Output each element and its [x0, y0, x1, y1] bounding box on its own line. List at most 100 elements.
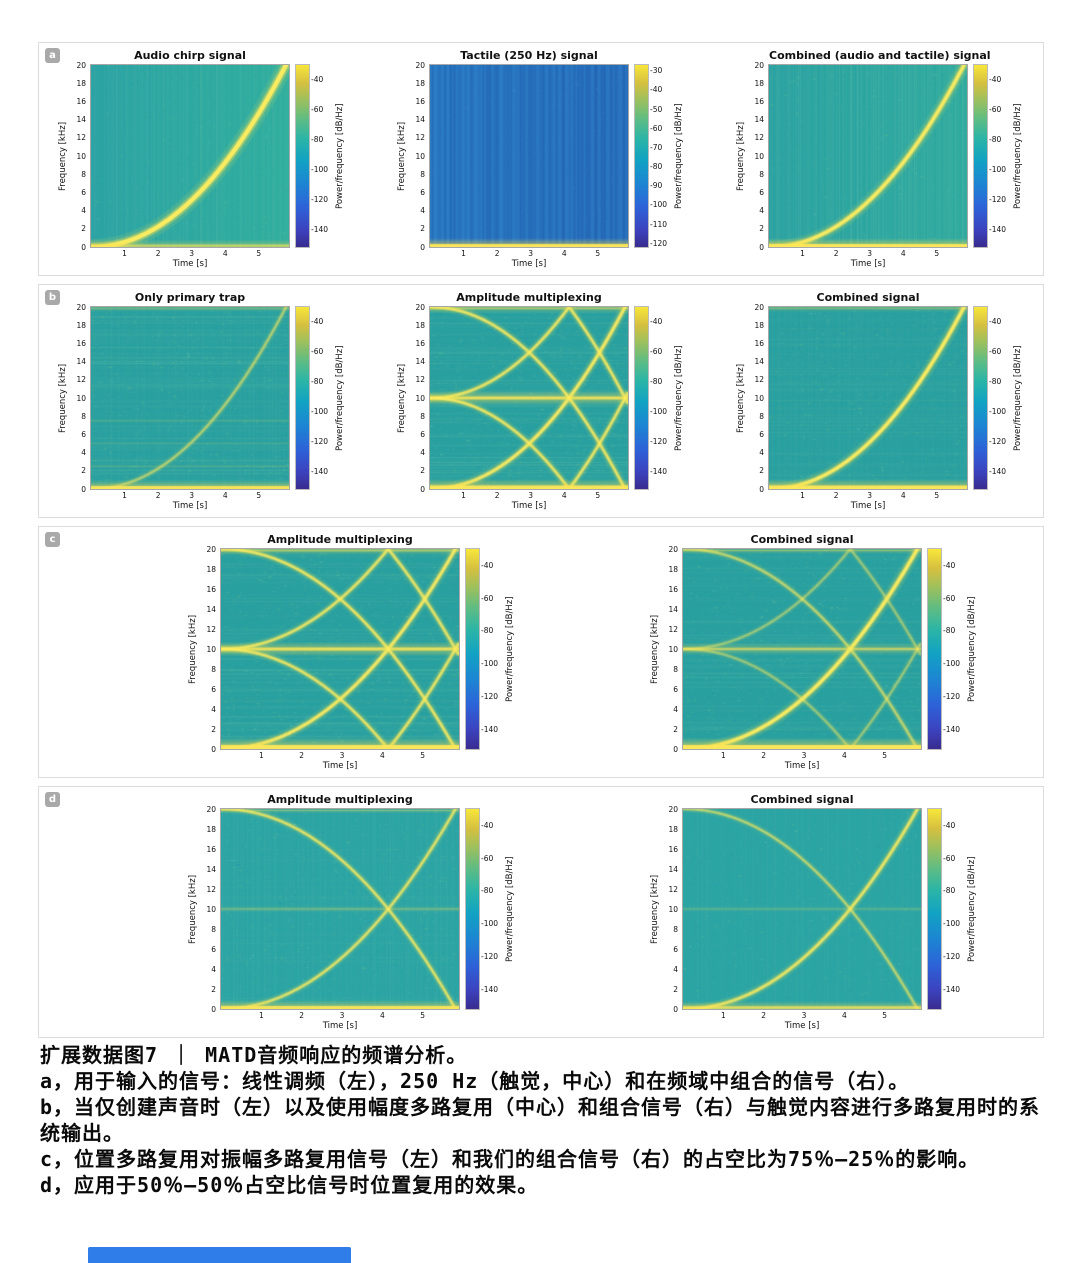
- x-tick-label: 3: [801, 751, 807, 760]
- y-tick-label: 8: [759, 411, 764, 421]
- panel-title: Tactile (250 Hz) signal: [460, 49, 598, 62]
- colorbar-label: Power/frequency [dB/Hz]: [674, 345, 684, 451]
- y-tick-label: 10: [206, 904, 216, 914]
- y-tick-label: 10: [415, 151, 425, 161]
- y-tick-label: 6: [81, 187, 86, 197]
- y-tick-label: 16: [668, 844, 678, 854]
- colorbar-tick-label: -40: [989, 317, 1002, 327]
- y-tick-label: 12: [76, 133, 86, 143]
- colorbar-tick-label: -70: [650, 142, 663, 152]
- colorbar-tick-label: -60: [989, 347, 1002, 357]
- colorbar-tick-label: -100: [989, 164, 1007, 174]
- colorbar-tick-label: -40: [481, 560, 494, 570]
- caption-item-b: b，当仅创建声音时（左）以及使用幅度多路复用（中心）和组合信号（右）与触觉内容进…: [40, 1095, 1041, 1145]
- row-panel-group: Only primary trap Frequency [kHz] 0 2 4 6 8 10 1…: [39, 291, 1043, 513]
- y-tick-label: 2: [211, 984, 216, 994]
- x-axis-label: Time [s]: [172, 259, 208, 269]
- y-tick-label: 14: [415, 115, 425, 125]
- colorbar-label: Power/frequency [dB/Hz]: [505, 856, 515, 962]
- y-tick-label: 8: [211, 924, 216, 934]
- colorbar-tick-label: -140: [943, 984, 961, 994]
- panel-title: Amplitude multiplexing: [267, 793, 413, 806]
- colorbar-tick-label: -140: [481, 984, 499, 994]
- colorbar-canvas: [927, 548, 942, 750]
- y-tick-label: 16: [415, 338, 425, 348]
- y-tick-label: 14: [754, 357, 764, 367]
- colorbar-tick-label: -60: [481, 853, 494, 863]
- colorbar-tick-label: -120: [989, 436, 1007, 446]
- x-axis-label: Time [s]: [511, 259, 547, 269]
- y-tick-label: 14: [668, 864, 678, 874]
- colorbar-tick-label: -120: [650, 238, 668, 248]
- x-tick-label: 3: [189, 249, 195, 258]
- y-tick-label: 18: [206, 824, 216, 834]
- colorbar-canvas: [927, 808, 942, 1010]
- x-tick-label: 2: [494, 249, 500, 258]
- spectrogram-panel: Combined signal Frequency [kHz] 0 2 4 6 8 10 12 1…: [735, 291, 1025, 513]
- y-tick-label: 8: [420, 411, 425, 421]
- colorbar-tick-label: -100: [943, 919, 961, 929]
- spectrogram-canvas: [90, 64, 290, 248]
- colorbar-canvas: [634, 306, 649, 490]
- x-tick-label: 1: [461, 249, 466, 258]
- colorbar-tick-label: -80: [311, 377, 324, 387]
- colorbar-tick-label: -100: [650, 200, 668, 210]
- y-tick-label: 18: [754, 320, 764, 330]
- y-tick-label: 18: [206, 564, 216, 574]
- colorbar-label: Power/frequency [dB/Hz]: [967, 596, 977, 702]
- panel-title: Combined signal: [750, 793, 854, 806]
- cropped-blue-element[interactable]: [88, 1247, 351, 1263]
- y-tick-label: 18: [415, 320, 425, 330]
- colorbar-tick-label: -50: [650, 104, 663, 114]
- y-tick-label: 16: [754, 96, 764, 106]
- y-tick-label: 14: [76, 115, 86, 125]
- figure-caption: 扩展数据图7 ｜ MATD音频响应的频谱分析。 a，用于输入的信号：线性调频（左…: [40, 1042, 1042, 1198]
- colorbar-label: Power/frequency [dB/Hz]: [967, 856, 977, 962]
- x-tick-label: 3: [867, 249, 873, 258]
- figure-row-c: c Amplitude multiplexing Frequency [kHz] 0 2…: [38, 526, 1044, 778]
- x-tick-label: 1: [720, 1011, 726, 1020]
- x-tick-label: 1: [258, 751, 264, 760]
- y-tick-label: 2: [420, 466, 425, 476]
- colorbar-label: Power/frequency [dB/Hz]: [335, 103, 345, 209]
- x-tick-label: 4: [900, 249, 906, 258]
- x-tick-label: 5: [595, 491, 601, 500]
- y-tick-label: 12: [206, 624, 216, 634]
- caption-item-c: c，位置多路复用对振幅多路复用信号（左）和我们的组合信号（右）的占空比为75％–…: [40, 1147, 980, 1171]
- y-tick-label: 6: [759, 187, 764, 197]
- x-tick-label: 5: [882, 751, 888, 760]
- y-tick-label: 2: [81, 224, 86, 234]
- y-tick-label: 20: [415, 60, 425, 70]
- y-tick-label: 0: [81, 484, 86, 494]
- x-tick-label: 2: [299, 1011, 305, 1020]
- colorbar-tick-label: -80: [943, 626, 956, 636]
- colorbar-tick-label: -60: [481, 593, 494, 603]
- colorbar-label: Power/frequency [dB/Hz]: [505, 596, 515, 702]
- y-tick-label: 2: [673, 724, 678, 734]
- y-tick-label: 4: [211, 704, 216, 714]
- y-tick-label: 16: [754, 338, 764, 348]
- colorbar-tick-label: -120: [943, 952, 961, 962]
- panel-title: Audio chirp signal: [134, 49, 246, 62]
- x-axis-label: Time [s]: [784, 1021, 820, 1031]
- y-tick-label: 0: [211, 744, 216, 754]
- x-tick-label: 2: [299, 751, 305, 760]
- y-tick-label: 8: [759, 169, 764, 179]
- colorbar-tick-label: -140: [943, 724, 961, 734]
- y-tick-label: 14: [206, 864, 216, 874]
- figure: a Audio chirp signal Frequency [kHz] 0 2 4 6 8 1…: [38, 42, 1044, 1046]
- caption-item-a: a，用于输入的信号：线性调频（左），250 Hz（触觉，中心）和在频域中组合的信…: [40, 1069, 910, 1093]
- y-tick-label: 18: [415, 78, 425, 88]
- spectrogram-canvas: [768, 64, 968, 248]
- y-tick-label: 0: [420, 242, 425, 252]
- colorbar-tick-label: -30: [650, 66, 663, 76]
- colorbar-label: Power/frequency [dB/Hz]: [674, 103, 684, 209]
- y-tick-label: 2: [211, 724, 216, 734]
- colorbar-label: Power/frequency [dB/Hz]: [1013, 345, 1023, 451]
- colorbar-tick-label: -80: [481, 626, 494, 636]
- colorbar-tick-label: -40: [650, 317, 663, 327]
- spectrogram-panel: Amplitude multiplexing Frequency [kHz] 0 2 4…: [187, 533, 517, 773]
- y-tick-label: 18: [668, 824, 678, 834]
- y-tick-label: 2: [81, 466, 86, 476]
- colorbar-tick-label: -60: [943, 593, 956, 603]
